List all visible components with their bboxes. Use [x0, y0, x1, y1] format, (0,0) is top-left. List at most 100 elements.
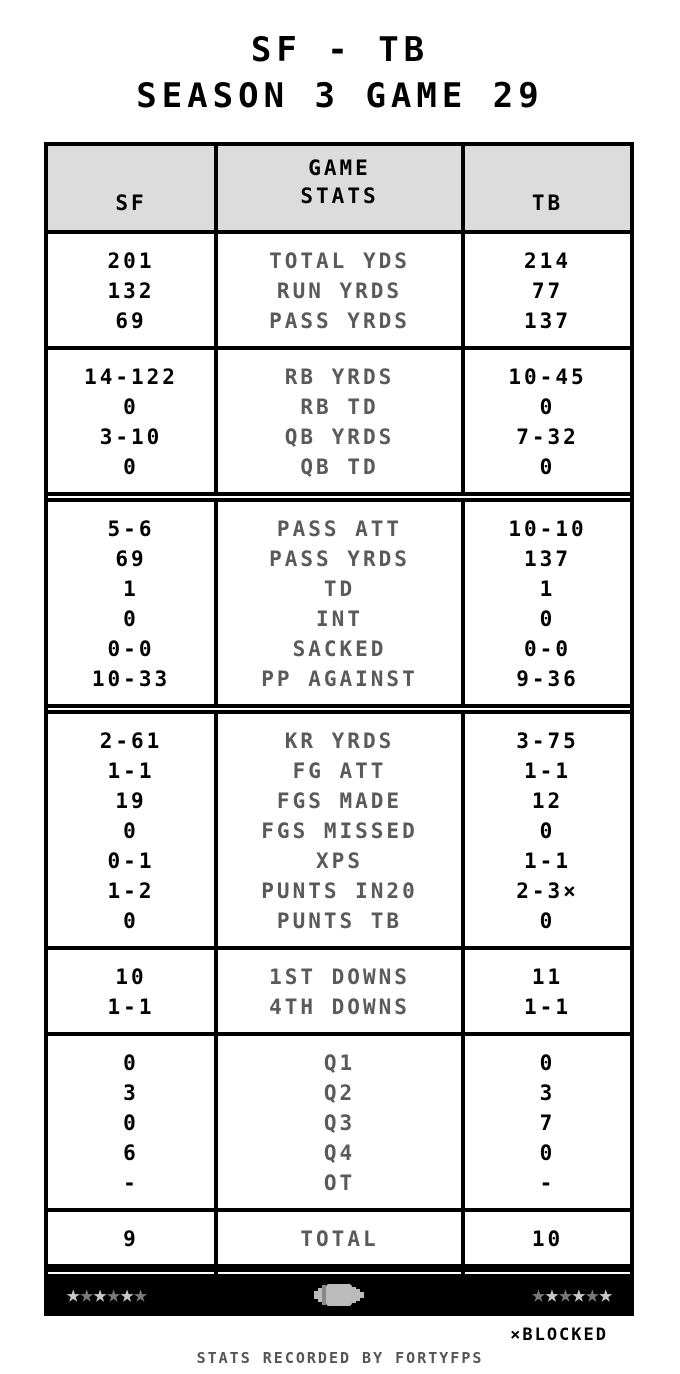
sf-value: 201 — [107, 249, 155, 273]
tb-value: 10 — [531, 1227, 564, 1251]
sf-value: - — [123, 1171, 139, 1195]
tb-stars: ★★★★★★ — [531, 1280, 613, 1308]
star-icon: ★ — [598, 1280, 613, 1308]
section-total-score: 9 TOTAL 10 — [48, 1208, 630, 1264]
stat-label: XPS — [316, 849, 363, 873]
sf-value: 0 — [123, 819, 139, 843]
sf-value: 132 — [107, 279, 155, 303]
sf-value: 0 — [123, 909, 139, 933]
sf-value: 1-2 — [107, 879, 155, 903]
tb-value: 1-1 — [524, 849, 571, 873]
star-icon: ★ — [585, 1280, 599, 1308]
tb-values: 10-45 0 7-32 0 — [465, 350, 630, 492]
sf-value: 9 — [123, 1227, 139, 1251]
stat-label: RUN YRDS — [276, 279, 403, 303]
tb-value: 1 — [539, 577, 556, 601]
stat-label: PASS ATT — [276, 517, 403, 541]
star-icon: ★ — [79, 1280, 93, 1308]
sf-values: 2-61 1-1 19 0 0-1 1-2 0 — [48, 714, 218, 946]
star-icon: ★ — [531, 1280, 545, 1308]
tb-value: 9-36 — [516, 667, 579, 691]
stat-label: QB YRDS — [284, 425, 395, 449]
stat-label: PUNTS TB — [276, 909, 403, 933]
sf-values: 9 — [48, 1212, 218, 1264]
section-yardage: 201 132 69 TOTAL YDS RUN YRDS PASS YRDS 214 77 1… — [48, 230, 630, 346]
tb-value: 0 — [539, 455, 556, 479]
section-rushing: 14-122 0 3-10 0 RB YRDS RB TD QB YRDS QB TD 10-4… — [48, 346, 630, 492]
sf-value: 0-1 — [107, 849, 155, 873]
tb-value: 0 — [539, 607, 556, 631]
section-downs: 10 1-1 1ST DOWNS 4TH DOWNS 11 1-1 — [48, 946, 630, 1032]
star-icon: ★ — [571, 1280, 586, 1308]
sf-value: 5-6 — [107, 517, 155, 541]
tb-value: 2-3× — [516, 879, 579, 903]
tb-value: 137 — [524, 547, 571, 571]
stat-label: QB TD — [300, 455, 379, 479]
stat-label: Q4 — [323, 1141, 356, 1165]
sf-values: 14-122 0 3-10 0 — [48, 350, 218, 492]
sf-value: 0 — [123, 1111, 139, 1135]
stat-labels: TOTAL — [218, 1212, 465, 1264]
tb-value: 0 — [539, 1051, 556, 1075]
tb-value: 11 — [531, 965, 564, 989]
stat-labels: RB YRDS RB TD QB YRDS QB TD — [218, 350, 465, 492]
stat-label: PASS YRDS — [269, 309, 410, 333]
stat-label: Q3 — [323, 1111, 356, 1135]
section-quarter-scores: 0 3 0 6 - Q1 Q2 Q3 Q4 OT 0 3 7 0 - — [48, 1032, 630, 1208]
stat-labels: TOTAL YDS RUN YRDS PASS YRDS — [218, 234, 465, 346]
tb-value: 0-0 — [524, 637, 571, 661]
stat-label: RB TD — [300, 395, 379, 419]
stat-label: 1ST DOWNS — [269, 965, 410, 989]
tb-values: 11 1-1 — [465, 950, 630, 1032]
stat-labels: KR YRDS FG ATT FGS MADE FGS MISSED XPS PUNTS … — [218, 714, 465, 946]
sf-value: 1 — [123, 577, 139, 601]
tb-value: 3 — [539, 1081, 556, 1105]
stat-label: RB YRDS — [284, 365, 395, 389]
sf-values: 10 1-1 — [48, 950, 218, 1032]
sf-value: 1-1 — [107, 759, 155, 783]
header-game-stats: GAME STATS — [218, 146, 465, 230]
tb-value: 0 — [539, 819, 556, 843]
tb-value: 214 — [524, 249, 571, 273]
star-icon: ★ — [558, 1280, 572, 1308]
sf-value: 6 — [123, 1141, 139, 1165]
stat-label: PP AGAINST — [261, 667, 418, 691]
credit-text: STATS RECORDED BY FORTYFPS — [196, 1349, 484, 1367]
stat-label: KR YRDS — [284, 729, 395, 753]
star-icon: ★ — [66, 1280, 80, 1308]
tb-value: 0 — [539, 909, 556, 933]
stat-label: SACKED — [292, 637, 387, 661]
tb-value: 77 — [531, 279, 564, 303]
star-icon: ★ — [106, 1280, 120, 1308]
stat-label: TOTAL YDS — [269, 249, 410, 273]
sf-value: 1-1 — [107, 995, 155, 1019]
stat-label: INT — [316, 607, 363, 631]
blocked-legend: ×BLOCKED — [510, 1325, 608, 1345]
sf-value: 69 — [115, 547, 147, 571]
football-icon — [314, 1284, 364, 1306]
stat-label: TOTAL — [300, 1227, 379, 1251]
sf-value: 3 — [123, 1081, 139, 1105]
sf-value: 0 — [123, 607, 139, 631]
header-sf: SF — [48, 146, 218, 230]
tb-value: 0 — [539, 395, 556, 419]
sf-value: 0 — [123, 395, 139, 419]
stat-label: FGS MISSED — [261, 819, 418, 843]
section-special-teams: 2-61 1-1 19 0 0-1 1-2 0 KR YRDS FG ATT FGS MADE FG… — [48, 704, 630, 946]
tb-value: 1-1 — [524, 995, 571, 1019]
tb-value: 12 — [531, 789, 564, 813]
sf-value: 0-0 — [107, 637, 155, 661]
tb-value: 137 — [524, 309, 571, 333]
tb-value: - — [539, 1171, 556, 1195]
sf-value: 0 — [123, 455, 139, 479]
sf-value: 0 — [123, 1051, 139, 1075]
star-icon: ★ — [133, 1280, 147, 1308]
sf-value: 10 — [115, 965, 147, 989]
tb-value: 10-10 — [508, 517, 587, 541]
sf-value: 2-61 — [99, 729, 163, 753]
sf-value: 14-122 — [84, 365, 178, 389]
stat-label: TD — [323, 577, 356, 601]
sf-stars: ★★★★★★ — [66, 1280, 148, 1308]
star-icon: ★ — [92, 1280, 107, 1308]
tb-values: 3-75 1-1 12 0 1-1 2-3× 0 — [465, 714, 630, 946]
